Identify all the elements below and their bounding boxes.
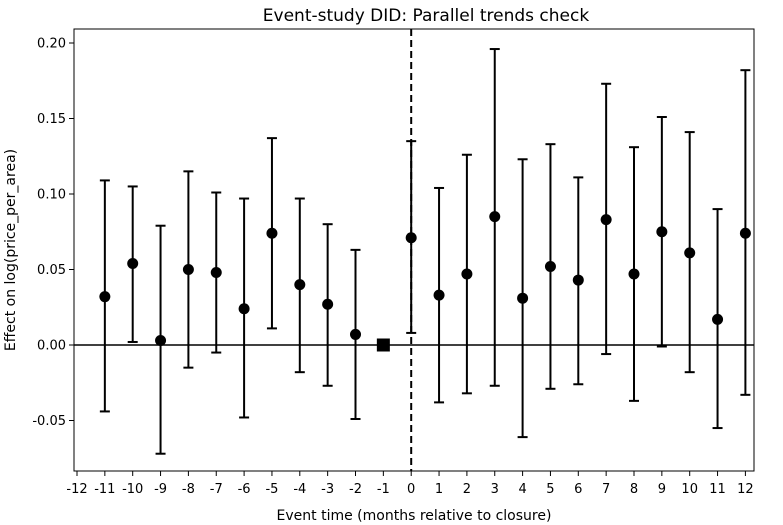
reference-period-marker (376, 338, 390, 352)
x-tick-label: -5 (265, 482, 278, 497)
point-estimate (684, 247, 696, 259)
plot-frame (73, 28, 755, 472)
x-tick-label: -6 (238, 482, 251, 497)
point-estimate (628, 268, 640, 280)
point-estimate (433, 289, 445, 301)
point-estimate (712, 313, 724, 325)
x-tick-label: -7 (210, 482, 223, 497)
reference-lines (74, 29, 754, 471)
x-tick-label: -4 (293, 482, 306, 497)
x-tick-label: -11 (94, 482, 115, 497)
x-tick-label: -9 (154, 482, 167, 497)
point-estimate (489, 211, 501, 223)
x-tick-label: 5 (546, 482, 554, 497)
y-tick-label: 0.00 (37, 339, 66, 354)
x-axis-title: Event time (months relative to closure) (277, 508, 552, 524)
y-tick-label: 0.15 (37, 112, 66, 127)
x-tick-label: -8 (182, 482, 195, 497)
point-estimate (182, 264, 194, 275)
x-tick-label: 10 (681, 482, 698, 497)
point-estimate (739, 227, 751, 239)
y-tick-label: 0.20 (37, 37, 66, 52)
x-tick-label: 9 (658, 482, 666, 497)
x-tick-label: 0 (407, 482, 415, 497)
point-estimate (572, 274, 584, 286)
x-tick-label: 6 (574, 482, 582, 497)
point-estimate (544, 260, 556, 272)
point-estimate (405, 232, 417, 244)
point-estimate (600, 214, 612, 226)
x-tick-label: -3 (321, 482, 334, 497)
y-axis-title: Effect on log(price_per_area) (3, 149, 19, 351)
x-tick-label: 3 (491, 482, 499, 497)
x-tick-label: 1 (435, 482, 443, 497)
x-tick-label: -2 (349, 482, 362, 497)
point-estimates (99, 211, 751, 352)
x-tick-label: -1 (377, 482, 390, 497)
chart-title: Event-study DID: Parallel trends check (263, 6, 590, 26)
x-tick-label: -12 (66, 482, 87, 497)
point-estimate (656, 226, 668, 238)
point-estimate (322, 298, 334, 310)
point-estimate (350, 328, 361, 340)
point-estimate (210, 267, 222, 279)
point-estimate (266, 227, 278, 239)
x-tick-label: 4 (518, 482, 526, 497)
point-estimate (155, 334, 167, 346)
y-tick-label: 0.10 (37, 188, 66, 203)
point-estimate (238, 303, 250, 315)
y-tick-label: 0.05 (37, 263, 66, 278)
point-estimate (461, 268, 473, 280)
x-tick-label: 2 (463, 482, 471, 497)
point-estimate (127, 257, 139, 269)
point-estimate (294, 279, 306, 291)
x-tick-label: -10 (122, 482, 143, 497)
x-tick-label: 12 (737, 482, 754, 497)
x-tick-label: 8 (630, 482, 638, 497)
point-estimate (517, 292, 529, 304)
x-tick-label: 11 (709, 482, 726, 497)
point-estimate (99, 291, 111, 303)
y-tick-label: -0.05 (32, 414, 66, 429)
axis-ticks: -12 -11 -10 -9 -8 -7 -6 -5 -4 -3 -2 -1 0 1 2 3 4 5 6 7 8 9 10 1… (32, 37, 753, 498)
error-bars (99, 48, 751, 455)
x-tick-label: 7 (602, 482, 610, 497)
